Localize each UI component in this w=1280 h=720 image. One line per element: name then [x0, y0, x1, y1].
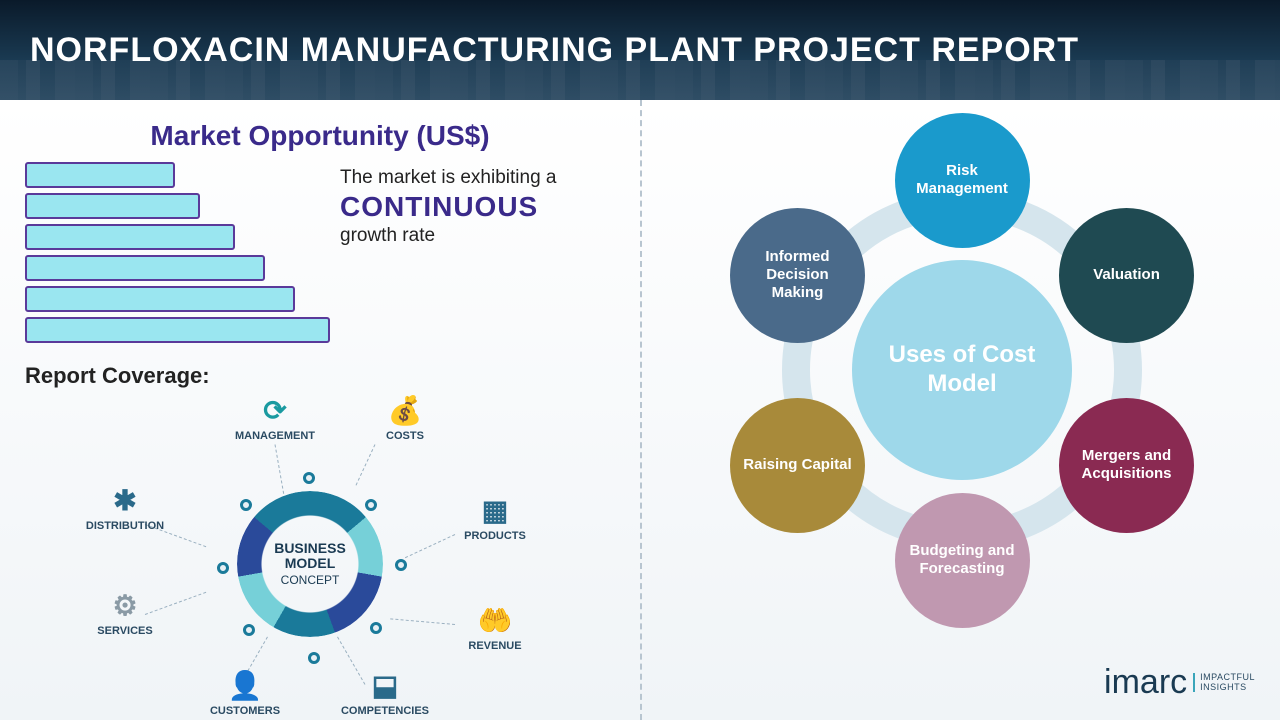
market-opportunity-title: Market Opportunity (US$) [25, 120, 615, 152]
growth-bar-chart [25, 162, 325, 348]
market-opportunity-text: The market is exhibiting a CONTINUOUS gr… [325, 162, 615, 348]
coverage-label: CUSTOMERS [210, 705, 280, 717]
report-title: NORFLOXACIN MANUFACTURING PLANT PROJECT … [30, 31, 1079, 70]
coverage-item: ✱ DISTRIBUTION [75, 484, 175, 532]
coverage-item: ⬓ COMPETENCIES [335, 669, 435, 717]
coverage-item: 💰 COSTS [355, 394, 455, 442]
ring-dot [303, 472, 315, 484]
coverage-icon: 💰 [388, 394, 423, 427]
coverage-label: REVENUE [468, 640, 521, 652]
growth-bar [25, 193, 200, 219]
coverage-item: 👤 CUSTOMERS [195, 669, 295, 717]
mo-text-line1: The market is exhibiting a [340, 167, 557, 188]
mo-text-line2: growth rate [340, 225, 435, 246]
logo-tag1: IMPACTFUL [1200, 672, 1255, 682]
business-model-label: BUSINESS MODEL CONCEPT [274, 541, 346, 587]
coverage-item: ▦ PRODUCTS [445, 494, 545, 542]
cost-model-node: Raising Capital [730, 398, 865, 533]
content-area: Market Opportunity (US$) The market is e… [0, 100, 1280, 720]
cost-model-node: Informed Decision Making [730, 208, 865, 343]
report-header: NORFLOXACIN MANUFACTURING PLANT PROJECT … [0, 0, 1280, 100]
imarc-logo: imarc IMPACTFUL INSIGHTS [1104, 663, 1255, 702]
logo-text: imarc [1104, 663, 1187, 702]
growth-bar [25, 286, 295, 312]
mo-text-emphasis: CONTINUOUS [340, 191, 615, 223]
growth-bar [25, 317, 330, 343]
coverage-item: ⚙ SERVICES [75, 589, 175, 637]
cost-model-node: Risk Management [895, 113, 1030, 248]
bm-label-mid: MODEL [285, 555, 336, 571]
coverage-label: COMPETENCIES [341, 705, 429, 717]
coverage-item: ⟳ MANAGEMENT [225, 394, 325, 442]
coverage-icon: ⚙ [112, 589, 137, 622]
coverage-icon: 🤲 [478, 604, 513, 637]
right-panel: Uses of Cost Model Risk ManagementValuat… [640, 100, 1280, 720]
connector-line [356, 444, 376, 485]
cost-model-node: Mergers and Acquisitions [1059, 398, 1194, 533]
coverage-label: COSTS [386, 430, 424, 442]
ring-dot [370, 622, 382, 634]
coverage-icon: 👤 [228, 669, 263, 702]
ring-dot [395, 559, 407, 571]
bm-label-top: BUSINESS [274, 540, 346, 556]
coverage-icon: ✱ [113, 484, 136, 517]
market-opportunity-row: The market is exhibiting a CONTINUOUS gr… [25, 162, 615, 348]
coverage-label: PRODUCTS [464, 530, 526, 542]
ring-dot [243, 624, 255, 636]
logo-tagline: IMPACTFUL INSIGHTS [1193, 673, 1255, 693]
business-model-diagram: BUSINESS MODEL CONCEPT ⟳ MANAGEMENT 💰 COSTS… [25, 364, 595, 704]
ring-dot [308, 652, 320, 664]
coverage-label: SERVICES [97, 625, 152, 637]
logo-tag2: INSIGHTS [1200, 682, 1247, 692]
growth-bar [25, 224, 235, 250]
growth-bar [25, 255, 265, 281]
bm-label-sub: CONCEPT [281, 573, 340, 587]
coverage-label: DISTRIBUTION [86, 520, 164, 532]
coverage-icon: ▦ [482, 494, 508, 527]
coverage-icon: ⟳ [263, 394, 286, 427]
coverage-label: MANAGEMENT [235, 430, 315, 442]
left-panel: Market Opportunity (US$) The market is e… [0, 100, 640, 720]
cost-model-center-label: Uses of Cost Model [852, 341, 1072, 399]
cost-model-node: Budgeting and Forecasting [895, 493, 1030, 628]
cost-model-center: Uses of Cost Model [852, 260, 1072, 480]
coverage-item: 🤲 REVENUE [445, 604, 545, 652]
ring-dot [240, 499, 252, 511]
growth-bar [25, 162, 175, 188]
cost-model-node: Valuation [1059, 208, 1194, 343]
ring-dot [217, 562, 229, 574]
cost-model-diagram: Uses of Cost Model Risk ManagementValuat… [722, 130, 1202, 610]
ring-dot [365, 499, 377, 511]
coverage-icon: ⬓ [372, 669, 398, 702]
